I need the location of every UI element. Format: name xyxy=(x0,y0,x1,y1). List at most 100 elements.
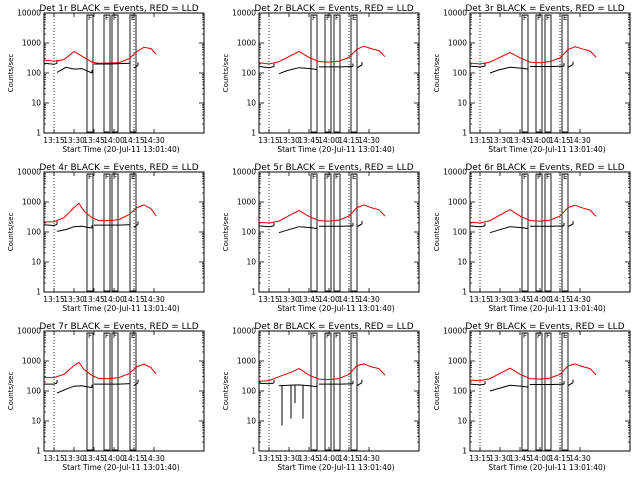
flag-label: E xyxy=(352,332,356,340)
y-axis-label: Counts/sec xyxy=(7,213,15,252)
x-axis-label: Start Time (20-Jul-11 13:01:40) xyxy=(488,463,605,472)
flag-bar xyxy=(535,173,543,292)
x-tick-label: 13:15 xyxy=(258,295,280,304)
y-axis-label: Counts/sec xyxy=(7,372,15,411)
x-tick-label: 14:00 xyxy=(529,295,551,304)
series-line-lld xyxy=(259,204,386,224)
plot-area xyxy=(259,45,386,75)
series-line-events xyxy=(44,382,58,385)
series-line-events xyxy=(567,382,574,387)
x-tick-label: 13:30 xyxy=(278,295,300,304)
flag-bar xyxy=(350,332,358,451)
x-axis-label: Start Time (20-Jul-11 13:01:40) xyxy=(62,145,179,154)
y-tick-label: 10000 xyxy=(443,168,467,177)
flag-label: F xyxy=(326,332,330,340)
flag-bar xyxy=(86,14,94,133)
flag-bar xyxy=(103,14,111,133)
x-axis-label: Start Time (20-Jul-11 13:01:40) xyxy=(488,304,605,313)
flag-bar xyxy=(103,173,111,292)
flag-bar xyxy=(111,173,119,292)
x-tick-label: 14:30 xyxy=(358,136,380,145)
flag-label: F xyxy=(523,173,527,181)
flag-label: F xyxy=(312,173,316,181)
flag-bar xyxy=(544,173,552,292)
y-tick-label: 1000 xyxy=(237,198,256,207)
panel-9: Det 9r BLACK = Events, RED = LLD Counts/s… xyxy=(433,322,631,472)
series-line-events xyxy=(56,385,93,394)
x-tick-label: 14:15 xyxy=(549,454,571,463)
flag-label: F xyxy=(537,332,541,340)
y-tick-label: 1000 xyxy=(237,357,256,366)
flag-bar xyxy=(129,14,137,133)
x-tick-label: 14:15 xyxy=(123,295,145,304)
panel-5: Det 5r BLACK = Events, RED = LLD Counts/s… xyxy=(222,163,420,313)
y-tick-label: 1 xyxy=(462,129,467,138)
series-line-events xyxy=(133,64,139,69)
series-line-events xyxy=(470,65,486,68)
panel-6: Det 6r BLACK = Events, RED = LLD Counts/s… xyxy=(433,163,631,313)
y-tick-label: 10000 xyxy=(17,9,41,18)
panel-title: Det 1r BLACK = Events, RED = LLD xyxy=(39,4,198,14)
y-tick-label: 1 xyxy=(251,288,256,297)
x-tick-label: 13:30 xyxy=(63,454,85,463)
flag-bar xyxy=(310,332,318,451)
y-tick-label: 10 xyxy=(31,258,41,267)
flag-bar xyxy=(544,332,552,451)
x-tick-label: 14:30 xyxy=(569,295,591,304)
y-axis-label: Counts/sec xyxy=(222,372,230,411)
y-tick-label: 1000 xyxy=(448,198,467,207)
flag-bar xyxy=(333,14,341,133)
series-line-events xyxy=(489,384,529,392)
x-tick-label: 14:00 xyxy=(103,136,125,145)
y-axis-label: Counts/sec xyxy=(433,372,441,411)
y-tick-label: 100 xyxy=(242,228,257,237)
series-line-lld xyxy=(259,45,386,65)
flag-label: F xyxy=(335,14,339,22)
series-line-events xyxy=(278,226,318,234)
y-tick-label: 10 xyxy=(31,99,41,108)
x-tick-label: 14:30 xyxy=(143,295,165,304)
x-tick-label: 13:30 xyxy=(278,136,300,145)
x-tick-label: 14:00 xyxy=(529,454,551,463)
series-line-lld xyxy=(44,202,157,223)
panel-title: Det 5r BLACK = Events, RED = LLD xyxy=(254,163,413,173)
flag-label: F xyxy=(523,14,527,22)
y-tick-label: 100 xyxy=(453,69,468,78)
flag-label: E xyxy=(131,173,135,181)
y-tick-label: 10 xyxy=(457,258,467,267)
y-tick-label: 10 xyxy=(457,99,467,108)
y-tick-label: 1000 xyxy=(448,357,467,366)
y-tick-label: 1 xyxy=(251,447,256,456)
flag-bar xyxy=(324,14,332,133)
y-tick-label: 100 xyxy=(453,387,468,396)
y-tick-label: 10000 xyxy=(17,327,41,336)
series-line-events xyxy=(44,223,58,227)
series-line-lld xyxy=(470,204,597,224)
y-tick-label: 10000 xyxy=(443,327,467,336)
flag-label: F xyxy=(335,173,339,181)
y-tick-label: 10000 xyxy=(17,168,41,177)
x-tick-label: 14:15 xyxy=(123,136,145,145)
x-tick-label: 14:00 xyxy=(318,454,340,463)
x-tick-label: 13:45 xyxy=(298,136,320,145)
y-tick-label: 10000 xyxy=(443,9,467,18)
panel-title: Det 2r BLACK = Events, RED = LLD xyxy=(254,4,413,14)
flag-label: F xyxy=(546,332,550,340)
y-tick-label: 100 xyxy=(242,69,257,78)
flag-label: E xyxy=(563,173,567,181)
flag-label: F xyxy=(326,173,330,181)
x-tick-label: 13:15 xyxy=(43,136,65,145)
panel-title: Det 8r BLACK = Events, RED = LLD xyxy=(254,322,413,332)
series-line-events xyxy=(278,67,318,75)
flag-bar xyxy=(324,173,332,292)
y-tick-label: 1000 xyxy=(237,39,256,48)
panel-8: Det 8r BLACK = Events, RED = LLD Counts/s… xyxy=(222,322,420,472)
flag-bar xyxy=(535,332,543,451)
series-line-lld xyxy=(470,46,597,65)
x-tick-label: 13:45 xyxy=(509,454,531,463)
flag-label: F xyxy=(88,14,92,22)
series-line-events xyxy=(356,223,363,228)
series-line-events xyxy=(567,223,574,228)
series-line-events xyxy=(356,64,363,69)
